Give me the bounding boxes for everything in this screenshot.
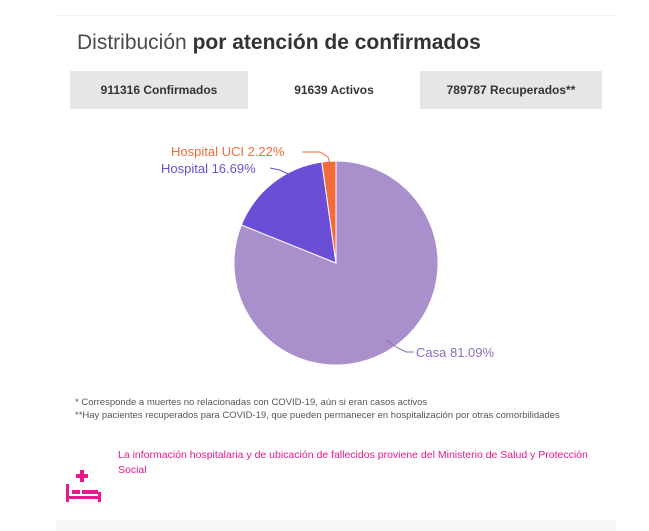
uci-leader-line [302, 151, 331, 165]
title-bold: por atención de confirmados [192, 31, 481, 54]
info-text: La información hospitalaria y de ubicaci… [118, 449, 588, 476]
tab-activos[interactable]: 91639 Activos [248, 71, 420, 109]
bottom-divider [56, 520, 616, 531]
hospital-bed-icon [66, 470, 101, 502]
page-title: Distribución por atención de confirmados [77, 31, 481, 55]
footnote-1: * Corresponde a muertes no relacionadas … [75, 397, 428, 408]
pie-slice-hospital [240, 161, 337, 264]
tab-bar: 911316 Confirmados 91639 Activos 789787 … [70, 71, 602, 109]
tab-recuperados[interactable]: 789787 Recuperados** [420, 71, 602, 109]
label-uci: Hospital UCI 2.22% [171, 144, 285, 159]
casa-leader-line [385, 339, 414, 353]
title-prefix: Distribución [77, 31, 187, 54]
label-casa: Casa 81.09% [416, 345, 494, 360]
footnote-2: **Hay pacientes recuperados para COVID-1… [75, 410, 560, 421]
hospital-leader-line [269, 167, 289, 175]
label-hospital: Hospital 16.69% [161, 161, 256, 176]
tab-confirmados[interactable]: 911316 Confirmados [70, 71, 248, 109]
